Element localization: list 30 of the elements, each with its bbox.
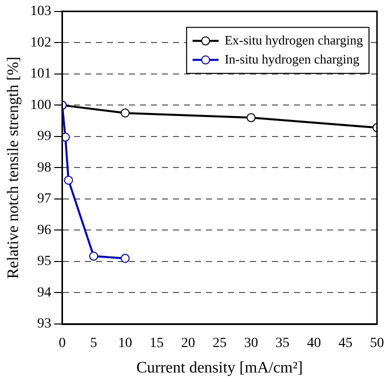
y-tick-label: 95 [37,254,52,270]
y-tick-label: 94 [37,285,52,300]
x-tick-label: 0 [58,336,66,352]
x-tick-label: 20 [181,336,196,352]
legend-label: Ex-situ hydrogen charging [224,32,364,48]
y-tick-label: 96 [37,222,52,238]
y-axis-title: Relative notch tensile strength [%] [4,56,22,279]
x-tick-label: 40 [307,336,322,352]
x-tick-label: 45 [338,336,353,352]
x-tick-label: 50 [370,336,384,352]
x-tick-label: 5 [90,336,98,352]
point [62,132,70,142]
y-tick-label: 99 [37,129,52,144]
x-tick-label: 25 [212,336,227,352]
x-tick-label: 35 [276,336,290,352]
y-tick-label: 100 [30,98,52,113]
x-tick-label: 15 [150,336,164,352]
point [120,254,130,263]
legend-label: In-situ hydrogen charging [224,51,360,66]
x-axis-title: Current density [mA/cm²] [136,360,303,377]
y-tick-label: 101 [30,66,52,82]
point [64,176,73,185]
y-tick-label: 103 [30,4,52,20]
y-tick-label: 97 [37,192,52,207]
y-tick-label: 93 [37,316,52,332]
x-tick-label: 10 [118,336,132,352]
y-tick-label: 98 [37,160,52,176]
point [89,252,98,261]
y-tick-label: 102 [30,35,52,50]
x-tick-label: 30 [244,336,258,352]
